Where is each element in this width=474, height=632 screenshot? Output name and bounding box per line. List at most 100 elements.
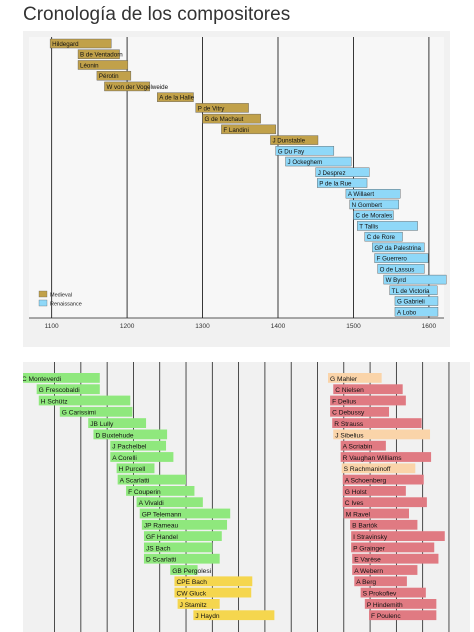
bar-i-stravinsky — [351, 531, 445, 541]
bar-perotin — [96, 70, 132, 81]
bar-a-vivaldi — [136, 497, 203, 508]
bar-label-a-berg: A Berg — [356, 579, 376, 586]
bar-gf-handel — [143, 531, 222, 541]
bar-label-s-rachmaninoff: S Rachmaninoff — [344, 466, 391, 473]
bar-a-berg — [354, 576, 407, 587]
bar-j-pachelbel — [110, 440, 167, 451]
bar-label-g-de-machaut: G de Machaut — [205, 116, 244, 123]
bar-a-scarlatti — [117, 474, 187, 485]
bar-g-mahler — [328, 373, 382, 383]
bar-a-corelli — [110, 452, 174, 462]
bar-label-g-gabrieli: G Gabrieli — [397, 299, 425, 306]
bar-label-a-corelli: A Corelli — [112, 455, 137, 462]
bar-f-guerrero — [374, 253, 429, 263]
bar-label-gp-da-palestrina: GP da Palestrina — [374, 245, 421, 252]
bar-label-i-stravinsky: I Stravinsky — [353, 534, 388, 541]
bar-h-schutz — [38, 395, 131, 406]
page-title: Cronología de los compositores — [23, 4, 291, 25]
bar-f-poulenc — [369, 610, 437, 621]
bar-label-g-carissimi: G Carissimi — [62, 410, 97, 417]
bar-label-d-buxtehude: D Buxtehude — [95, 432, 133, 439]
bar-a-webern — [352, 565, 418, 575]
bar-label-w-von-der-vogelweide: W von der Vogelweide — [106, 84, 168, 91]
bar-label-j-stamitz: J Stamitz — [180, 602, 207, 609]
bar-label-p-grainger: P Grainger — [353, 545, 386, 552]
bar-label-a-vivaldi: A Vivaldi — [139, 500, 165, 507]
bar-label-j-desprez: J Desprez — [318, 170, 346, 177]
bar-label-s-prokofiev: S Prokofiev — [363, 591, 397, 598]
bar-cpe-bach — [174, 576, 253, 587]
bar-label-j-ockeghem: J Ockeghem — [288, 159, 323, 166]
bar-j-sibelius — [333, 429, 431, 440]
bar-label-e-varese: E Varèse — [354, 557, 381, 564]
bar-label-r-vaughan-williams: R Vaughan Williams — [343, 455, 403, 462]
bar-g-holst — [342, 486, 406, 496]
bar-label-a-webern: A Webern — [354, 568, 383, 575]
bar-g-frescobaldi — [36, 384, 100, 395]
bar-label-c-debussy: C Debussy — [332, 410, 365, 417]
bar-r-strauss — [332, 418, 422, 428]
bar-c-ives — [342, 497, 427, 508]
bar-label-c-monteverdi: C Monteverdi — [23, 376, 62, 383]
tick-label: 1100 — [45, 323, 59, 330]
legend-swatch-renaissance — [38, 299, 48, 307]
bar-label-w-byrd: W Byrd — [386, 277, 407, 284]
bar-g-de-machaut — [202, 113, 261, 124]
bar-label-hildegard: Hildegard — [52, 41, 79, 48]
bar-gp-telemann — [139, 508, 231, 519]
bar-f-delius — [330, 395, 406, 406]
bar-label-f-poulenc: F Poulenc — [371, 613, 401, 620]
bar-c-debussy — [330, 406, 390, 417]
bar-jp-rameau — [141, 519, 228, 530]
bar-label-jp-rameau: JP Rameau — [144, 523, 179, 530]
bar-a-willaert — [345, 189, 401, 199]
bar-label-c-de-morales: C de Morales — [355, 213, 392, 220]
legend-swatch-medieval — [38, 290, 48, 298]
bar-label-a-scriabin: A Scriabin — [343, 444, 373, 451]
bar-label-g-frescobaldi: G Frescobaldi — [39, 387, 81, 394]
bar-d-buxtehude — [93, 429, 168, 440]
bar-p-de-la-rue — [317, 178, 368, 188]
bar-label-p-de-la-rue: P de la Rue — [319, 181, 352, 188]
bar-f-couperin — [126, 486, 195, 496]
bar-o-de-lassus — [377, 264, 425, 274]
bar-label-perotin: Pérotin — [99, 73, 119, 80]
bar-label-js-bach: JS Bach — [146, 545, 171, 552]
bar-j-dunstable — [270, 135, 319, 145]
legend-label-renaissance: Renaissance — [50, 302, 82, 308]
bar-label-b-de-ventadorn: B de Ventadorn — [80, 52, 123, 59]
bar-label-gp-telemann: GP Telemann — [142, 511, 182, 518]
bar-s-rachmaninoff — [341, 463, 416, 474]
bar-cw-gluck — [174, 587, 252, 598]
bar-e-varese — [352, 553, 439, 564]
bar-d-scarlatti — [143, 553, 220, 564]
bar-label-j-pachelbel: J Pachelbel — [112, 444, 147, 451]
tick-label: 1300 — [195, 323, 210, 330]
tick-label: 1400 — [271, 323, 286, 330]
bar-g-du-fay — [275, 146, 335, 156]
bar-label-j-sibelius: J Sibelius — [335, 432, 364, 439]
bar-label-p-de-vitry: P de Vitry — [198, 105, 226, 112]
bar-label-a-schoenberg: A Schoenberg — [345, 478, 387, 485]
bar-label-g-holst: G Holst — [345, 489, 367, 496]
bar-p-de-vitry — [195, 103, 249, 113]
bar-label-j-haydn: J Haydn — [195, 613, 220, 620]
bar-label-cpe-bach: CPE Bach — [176, 579, 207, 586]
bar-label-t-tallis: T Tallis — [359, 223, 378, 230]
bar-label-a-scarlatti: A Scarlatti — [120, 478, 150, 485]
tick-label: 1500 — [346, 323, 361, 330]
bar-m-ravel — [343, 508, 409, 519]
bar-c-de-morales — [353, 210, 394, 220]
bar-j-desprez — [315, 167, 370, 177]
bar-p-grainger — [351, 542, 435, 553]
bar-a-schoenberg — [342, 474, 424, 485]
bar-label-r-strauss: R Strauss — [334, 421, 364, 428]
bar-label-tl-de-victoria: TL de Victoria — [392, 288, 430, 295]
bar-j-haydn — [193, 610, 275, 621]
bar-c-nielsen — [333, 384, 403, 395]
bar-n-gombert — [349, 199, 399, 210]
bar-label-cw-gluck: CW Gluck — [176, 591, 206, 598]
bar-label-m-ravel: M Ravel — [346, 511, 371, 518]
bar-gp-da-palestrina — [372, 242, 425, 253]
bar-label-g-mahler: G Mahler — [330, 376, 358, 383]
